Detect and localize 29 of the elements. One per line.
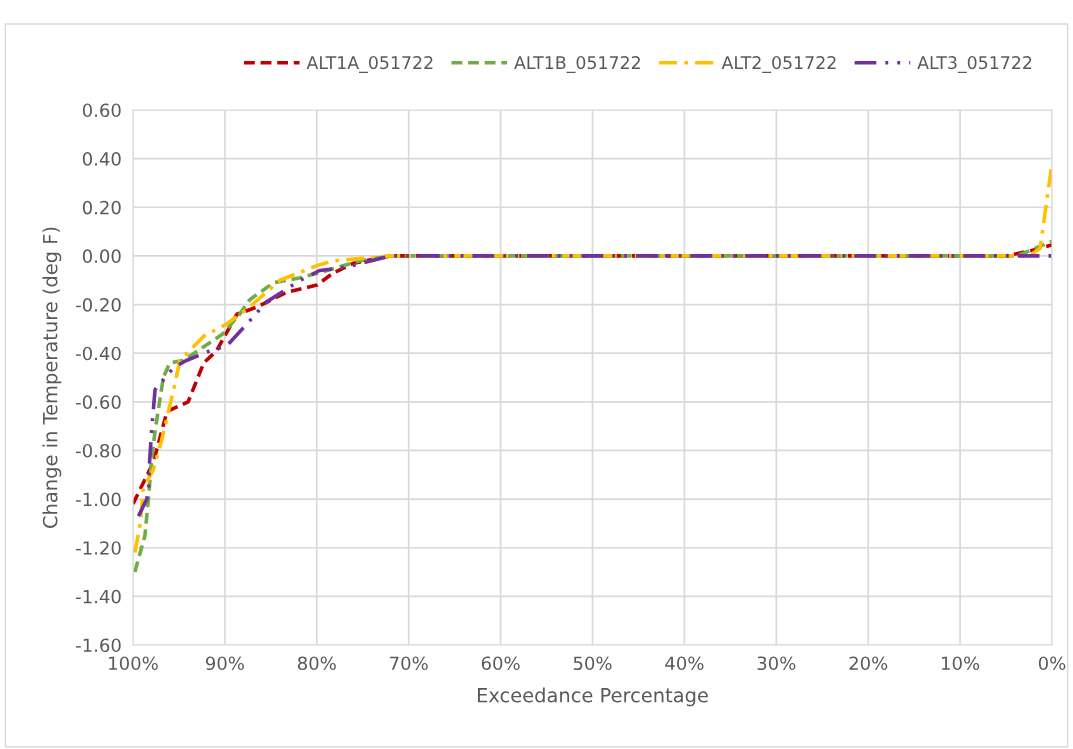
x-tick-label: 80%	[297, 656, 336, 671]
y-tick-label: -1.60	[76, 638, 121, 653]
x-tick-label: 50%	[573, 656, 612, 671]
y-tick-label: -0.40	[76, 346, 121, 361]
legend-label: ALT1B_051722	[514, 56, 640, 73]
x-tick-label: 40%	[665, 656, 704, 671]
legend-label: ALT2_051722	[721, 56, 836, 73]
x-tick-label: 0%	[1038, 656, 1066, 671]
y-tick-label: -0.60	[76, 395, 121, 409]
y-tick-label: 0.60	[82, 103, 121, 118]
x-tick-label: 70%	[390, 656, 428, 671]
x-tick-label: 20%	[849, 656, 888, 671]
y-axis-title: Change in Temperature (deg F)	[42, 227, 62, 528]
y-tick-label: -0.80	[76, 443, 121, 458]
y-tick-label: 0.20	[82, 200, 121, 215]
y-tick-label: 0.40	[82, 152, 121, 166]
x-tick-label: 60%	[481, 656, 520, 671]
x-tick-label: 10%	[942, 656, 980, 671]
x-tick-label: 90%	[205, 656, 244, 671]
y-tick-label: -1.00	[76, 492, 121, 507]
y-tick-label: -1.20	[76, 541, 121, 555]
y-tick-label: -0.20	[76, 298, 121, 312]
y-tick-label: -1.40	[76, 589, 121, 604]
x-tick-label: 30%	[757, 656, 796, 671]
legend-label: ALT3_051722	[917, 56, 1032, 73]
y-tick-label: 0.00	[82, 249, 121, 264]
legend-label: ALT1A_051722	[306, 56, 433, 73]
x-tick-label: 100%	[109, 656, 158, 671]
x-axis-title: Exceedance Percentage	[477, 687, 708, 707]
